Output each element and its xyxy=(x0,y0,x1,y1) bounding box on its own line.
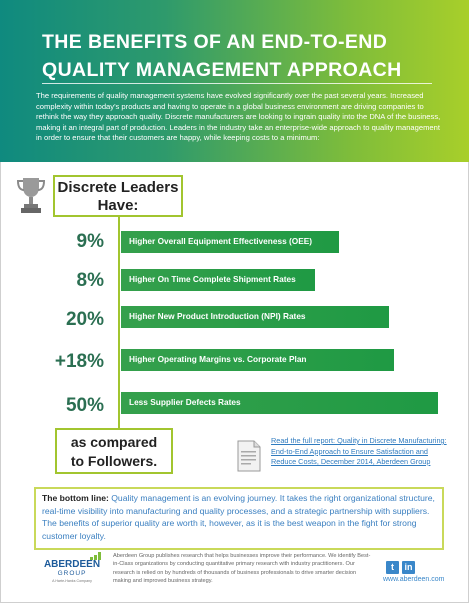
report-link-line-3[interactable]: Reduce Costs, December 2014, Aberdeen Gr… xyxy=(271,457,431,466)
stat-value: 20% xyxy=(65,309,104,330)
trophy-icon xyxy=(16,178,46,213)
footer-description: Aberdeen Group publishes research that h… xyxy=(113,553,371,584)
stat-label: Higher Operating Margins vs. Corporate P… xyxy=(129,354,307,364)
bottom-line-body: Quality management is an evolving journe… xyxy=(42,493,435,541)
page-title: THE BENEFITS OF AN END-TO-END QUALITY MA… xyxy=(42,28,442,84)
intro-paragraph: The requirements of quality management s… xyxy=(36,91,441,143)
connector-line xyxy=(118,217,120,433)
linkedin-icon[interactable]: in xyxy=(402,561,415,574)
title-line-1: THE BENEFITS OF AN END-TO-END xyxy=(42,31,388,53)
compared-line-1: as compared xyxy=(70,434,158,450)
leaders-line-2: Have: xyxy=(97,197,139,214)
bottom-line-text: The bottom line: Quality management is a… xyxy=(42,492,438,542)
report-link-line-1[interactable]: Read the full report: Quality in Discret… xyxy=(271,436,447,445)
bottom-line-box: The bottom line: Quality management is a… xyxy=(34,487,444,550)
header-banner: THE BENEFITS OF AN END-TO-END QUALITY MA… xyxy=(0,0,469,162)
title-line-2: QUALITY MANAGEMENT APPROACH xyxy=(42,59,402,81)
website-link[interactable]: www.aberdeen.com xyxy=(383,576,445,583)
stat-bar: Higher Operating Margins vs. Corporate P… xyxy=(121,349,394,371)
aberdeen-logo[interactable]: ABERDEEN GROUP A Harte-Hanks Company xyxy=(36,552,108,586)
logo-name: ABERDEEN xyxy=(43,559,101,570)
stat-bar: Higher New Product Introduction (NPI) Ra… xyxy=(121,306,389,328)
report-link-line-2[interactable]: End-to-End Approach to Ensure Satisfacti… xyxy=(271,446,428,456)
discrete-leaders-heading: Discrete Leaders Have: xyxy=(55,179,181,215)
stat-label: Higher Overall Equipment Effectiveness (… xyxy=(129,236,313,246)
bottom-line-label: The bottom line: xyxy=(42,493,109,503)
document-icon xyxy=(237,440,261,472)
compared-line-2: to Followers. xyxy=(70,453,158,469)
stat-label: Less Supplier Defects Rates xyxy=(129,397,241,407)
stat-value: 8% xyxy=(76,270,104,291)
stat-label: Higher New Product Introduction (NPI) Ra… xyxy=(129,311,306,321)
stat-value: +18% xyxy=(54,351,104,372)
compared-box: as compared to Followers. xyxy=(55,428,173,474)
logo-group: GROUP xyxy=(57,570,87,577)
stat-bar: Higher Overall Equipment Effectiveness (… xyxy=(121,231,339,253)
full-report-link[interactable]: Read the full report: Quality in Discret… xyxy=(271,436,456,468)
discrete-leaders-box: Discrete Leaders Have: xyxy=(53,175,183,217)
twitter-icon[interactable]: t xyxy=(386,561,399,574)
logo-subtitle: A Harte-Hanks Company xyxy=(52,579,92,583)
stat-bar: Less Supplier Defects Rates xyxy=(121,392,438,414)
leaders-line-1: Discrete Leaders xyxy=(57,179,179,196)
title-divider xyxy=(42,83,432,84)
stat-value: 50% xyxy=(65,395,104,416)
stat-value: 9% xyxy=(76,231,104,252)
stat-label: Higher On Time Complete Shipment Rates xyxy=(129,274,296,284)
compared-heading: as compared to Followers. xyxy=(57,433,171,471)
logo-bars-icon xyxy=(90,552,101,560)
stat-bar: Higher On Time Complete Shipment Rates xyxy=(121,269,315,291)
